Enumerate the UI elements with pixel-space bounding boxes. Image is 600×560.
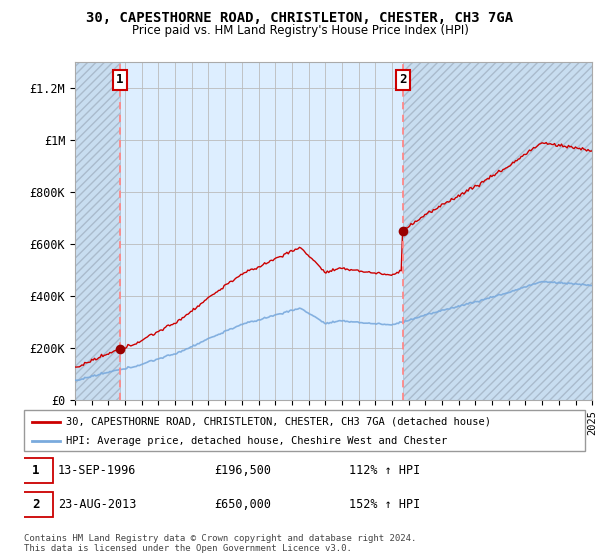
Text: £196,500: £196,500: [215, 464, 272, 478]
Text: HPI: Average price, detached house, Cheshire West and Chester: HPI: Average price, detached house, Ches…: [66, 436, 448, 446]
Text: 23-AUG-2013: 23-AUG-2013: [58, 498, 136, 511]
Text: Contains HM Land Registry data © Crown copyright and database right 2024.
This d: Contains HM Land Registry data © Crown c…: [24, 534, 416, 553]
Text: 2: 2: [399, 73, 407, 86]
FancyBboxPatch shape: [19, 459, 53, 483]
Bar: [75, 62, 120, 400]
Text: 112% ↑ HPI: 112% ↑ HPI: [349, 464, 421, 478]
Bar: [403, 62, 592, 400]
Text: 152% ↑ HPI: 152% ↑ HPI: [349, 498, 421, 511]
Text: £650,000: £650,000: [215, 498, 272, 511]
Text: 1: 1: [32, 464, 40, 478]
FancyBboxPatch shape: [24, 410, 585, 451]
Text: 30, CAPESTHORNE ROAD, CHRISTLETON, CHESTER, CH3 7GA: 30, CAPESTHORNE ROAD, CHRISTLETON, CHEST…: [86, 11, 514, 25]
Text: 2: 2: [32, 498, 40, 511]
Text: 30, CAPESTHORNE ROAD, CHRISTLETON, CHESTER, CH3 7GA (detached house): 30, CAPESTHORNE ROAD, CHRISTLETON, CHEST…: [66, 417, 491, 427]
Text: 1: 1: [116, 73, 124, 86]
Text: Price paid vs. HM Land Registry's House Price Index (HPI): Price paid vs. HM Land Registry's House …: [131, 24, 469, 36]
Text: 13-SEP-1996: 13-SEP-1996: [58, 464, 136, 478]
FancyBboxPatch shape: [19, 492, 53, 517]
